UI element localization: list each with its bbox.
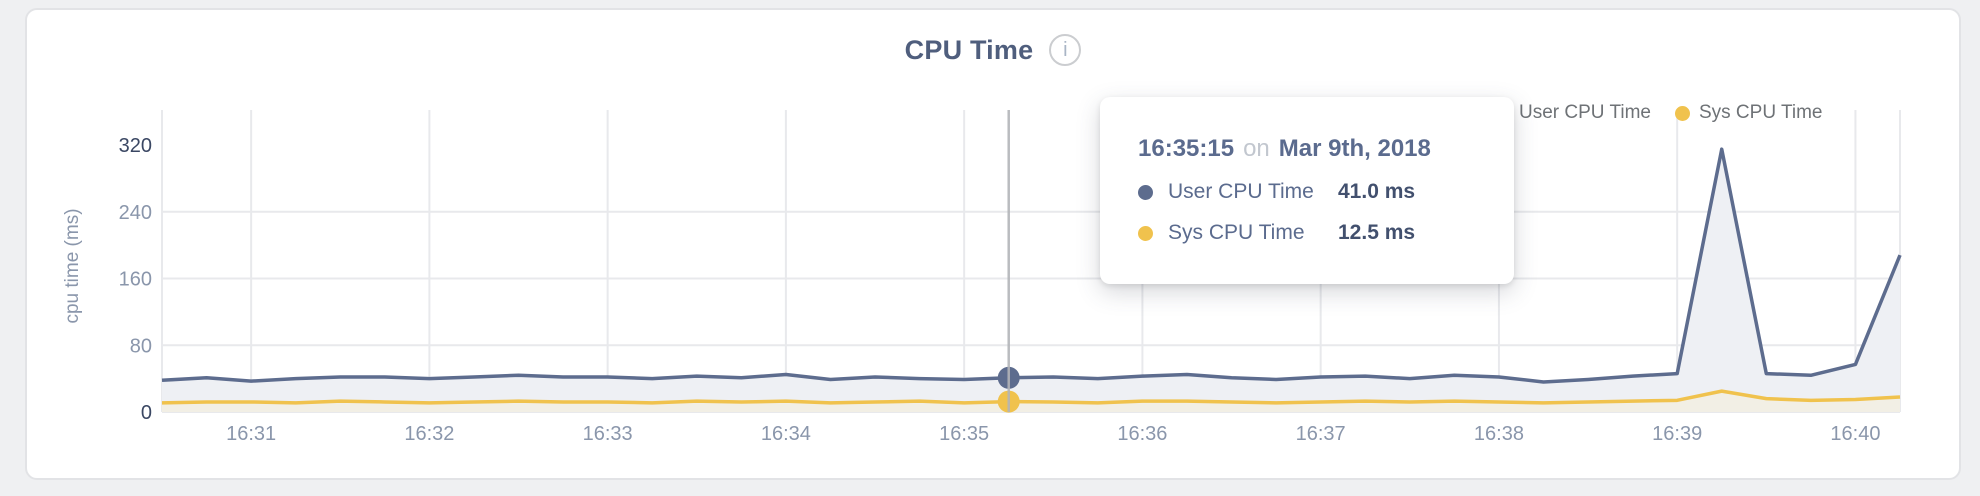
series-line-1	[161, 389, 1901, 405]
tooltip-row: Sys CPU Time 12.5 ms	[1138, 221, 1514, 245]
x-tick-label: 16:36	[1117, 423, 1167, 445]
x-tick-label: 16:35	[939, 423, 989, 445]
legend-label: User CPU Time	[1519, 102, 1651, 123]
info-icon[interactable]: i	[1049, 34, 1082, 66]
tooltip-series-value: 12.5 ms	[1338, 221, 1416, 244]
tooltip-series-value: 41.0 ms	[1338, 180, 1416, 203]
cpu-time-chart[interactable]: 0 80 160 240 320 16:31 16:32 16:33 16:34 16:35 16:…	[27, 10, 1963, 480]
legend-item-user-cpu-time[interactable]: User CPU Time	[1495, 102, 1651, 124]
tooltip-row: User CPU Time 41.0 ms	[1138, 180, 1514, 204]
legend-label: Sys CPU Time	[1698, 102, 1823, 123]
series-area-1	[162, 391, 1900, 412]
tooltip-series-label: User CPU Time	[1168, 180, 1314, 203]
series-area-0	[162, 149, 1900, 412]
x-tick-label: 16:31	[226, 423, 276, 445]
tooltip-title: 16:35:15 on Mar 9th, 2018	[1138, 135, 1514, 163]
tooltip-series-label: Sys CPU Time	[1168, 221, 1305, 244]
y-tick-label: 160	[119, 269, 152, 291]
y-tick-label: 80	[130, 335, 152, 357]
cpu-time-panel: CPU Time i cpu time (ms) 0 80 160 240 320 16:…	[25, 8, 1961, 480]
x-tick-label: 16:39	[1652, 423, 1702, 445]
x-tick-label: 16:33	[583, 423, 633, 445]
tooltip-date: Mar 9th, 2018	[1278, 135, 1431, 162]
user-series-dot-icon	[1138, 184, 1153, 200]
y-axis-label: cpu time (ms)	[62, 208, 83, 324]
y-tick-label: 0	[141, 402, 152, 424]
x-tick-label: 16:34	[761, 423, 811, 445]
sys-series-dot-icon	[1138, 225, 1153, 241]
chart-legend: User CPU Time Sys CPU Time	[1495, 102, 1823, 124]
sys-series-dot-icon	[1674, 105, 1690, 121]
legend-item-sys-cpu-time[interactable]: Sys CPU Time	[1674, 102, 1823, 124]
x-tick-label: 16:40	[1830, 423, 1880, 445]
chart-tooltip: 16:35:15 on Mar 9th, 2018 User CPU Time …	[1100, 97, 1514, 284]
y-tick-label: 240	[119, 202, 152, 224]
tooltip-time: 16:35:15	[1138, 135, 1235, 162]
x-tick-label: 16:32	[404, 423, 454, 445]
tooltip-connector: on	[1243, 135, 1270, 162]
chart-title: CPU Time	[904, 34, 1034, 65]
x-tick-label: 16:37	[1296, 423, 1346, 445]
chart-header: CPU Time i	[27, 34, 1959, 66]
x-tick-label: 16:38	[1474, 423, 1524, 445]
series-line-0	[161, 147, 1902, 384]
y-tick-label: 320	[119, 135, 152, 157]
